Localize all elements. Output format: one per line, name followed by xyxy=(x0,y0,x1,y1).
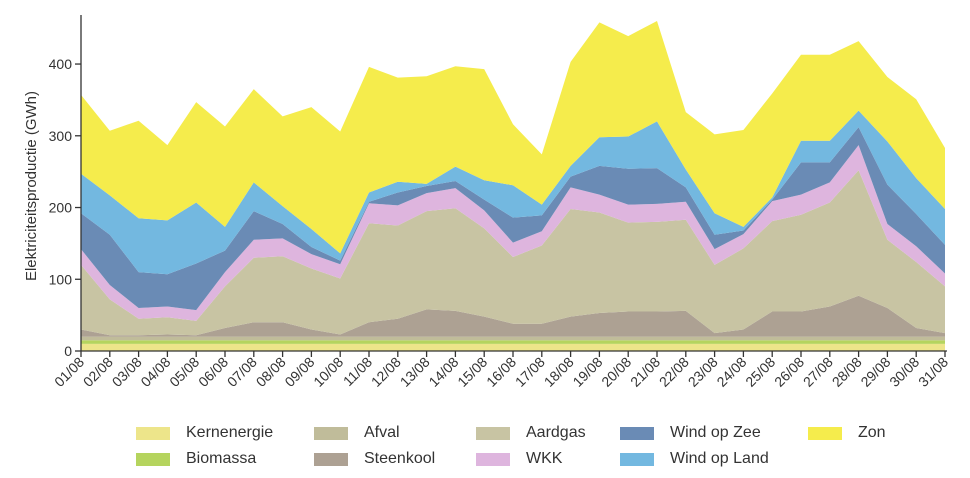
x-tick-label: 26/08 xyxy=(771,354,807,390)
x-tick-label: 16/08 xyxy=(483,354,519,390)
x-tick-label: 23/08 xyxy=(685,354,721,390)
legend-swatch xyxy=(314,426,348,440)
y-tick-label: 300 xyxy=(49,128,73,144)
legend-swatch xyxy=(620,452,654,466)
x-tick-label: 11/08 xyxy=(340,354,376,390)
area-aardgas xyxy=(81,170,945,336)
legend-swatch xyxy=(808,426,842,440)
legend-swatch xyxy=(620,426,654,440)
legend-item-wkk: WKK xyxy=(476,448,562,470)
y-tick-label: 0 xyxy=(64,343,72,359)
x-tick-label: 01/08 xyxy=(51,354,87,390)
x-tick-label: 04/08 xyxy=(137,354,173,390)
area-steenkool xyxy=(81,295,945,337)
legend-label: Biomassa xyxy=(186,450,257,467)
legend-item-wind-op-land: Wind op Land xyxy=(620,448,769,470)
x-tick-label: 18/08 xyxy=(541,354,577,390)
legend-label: Wind op Land xyxy=(670,450,769,467)
x-tick-label: 24/08 xyxy=(713,354,749,390)
area-kernenergie xyxy=(81,343,945,351)
y-tick-label: 200 xyxy=(49,200,73,216)
x-tick-label: 25/08 xyxy=(742,354,778,390)
x-tick-label: 14/08 xyxy=(425,354,461,390)
x-tick-label: 06/08 xyxy=(195,354,231,390)
legend-swatch xyxy=(314,452,348,466)
legend-item-steenkool: Steenkool xyxy=(314,448,435,470)
legend-label: Kernenergie xyxy=(186,424,274,441)
x-tick-label: 19/08 xyxy=(569,354,605,390)
x-tick-label: 08/08 xyxy=(253,354,289,390)
legend-item-zon: Zon xyxy=(808,422,886,444)
legend-swatch xyxy=(476,452,510,466)
area-afval xyxy=(81,336,945,341)
legend-label: Steenkool xyxy=(364,450,436,467)
x-tick-label: 07/08 xyxy=(224,354,260,390)
area-biomassa xyxy=(81,340,945,344)
x-tick-label: 20/08 xyxy=(598,354,634,390)
x-tick-label: 02/08 xyxy=(80,354,116,390)
x-tick-label: 17/08 xyxy=(512,354,548,390)
legend-label: Wind op Zee xyxy=(670,424,761,441)
legend-item-kernenergie: Kernenergie xyxy=(136,422,273,444)
legend-item-wind-op-zee: Wind op Zee xyxy=(620,422,761,444)
x-tick-label: 03/08 xyxy=(109,354,145,390)
stacked-area-chart: 0 100 200 300 400 01/0802/0803/0804/0805/0806… xyxy=(23,15,951,390)
y-tick-label: 100 xyxy=(49,271,73,287)
y-axis-title: Elektriciteitsproductie (GWh) xyxy=(23,91,40,281)
legend-swatch xyxy=(136,452,170,466)
legend-label: Afval xyxy=(364,424,400,441)
area-zon xyxy=(81,21,945,254)
x-tick-label: 21/08 xyxy=(627,354,663,390)
legend: Kernenergie Biomassa Afval Steenkool Aardgas… xyxy=(136,422,936,472)
legend-item-aardgas: Aardgas xyxy=(476,422,586,444)
legend-label: WKK xyxy=(526,450,563,467)
legend-swatch xyxy=(136,426,170,440)
legend-label: Zon xyxy=(858,424,886,441)
x-tick-label: 22/08 xyxy=(656,354,692,390)
x-tick-label: 15/08 xyxy=(454,354,490,390)
x-tick-label: 13/08 xyxy=(397,354,433,390)
x-tick-label: 29/08 xyxy=(857,354,893,390)
x-tick-label: 30/08 xyxy=(886,354,922,390)
y-tick-label: 400 xyxy=(49,56,73,72)
area-wind-op-zee xyxy=(81,127,945,311)
x-tick-label: 31/08 xyxy=(915,354,951,390)
legend-swatch xyxy=(476,426,510,440)
legend-label: Aardgas xyxy=(526,424,586,441)
x-tick-label: 12/08 xyxy=(368,354,404,390)
x-tick-label: 27/08 xyxy=(800,354,836,390)
x-tick-label: 28/08 xyxy=(829,354,865,390)
legend-item-afval: Afval xyxy=(314,422,400,444)
x-tick-label: 10/08 xyxy=(310,354,346,390)
area-wkk xyxy=(81,145,945,321)
x-tick-label: 05/08 xyxy=(166,354,202,390)
x-tick-label: 09/08 xyxy=(281,354,317,390)
area-wind-op-land xyxy=(81,110,945,275)
series-areas xyxy=(81,21,945,351)
legend-item-biomassa: Biomassa xyxy=(136,448,256,470)
